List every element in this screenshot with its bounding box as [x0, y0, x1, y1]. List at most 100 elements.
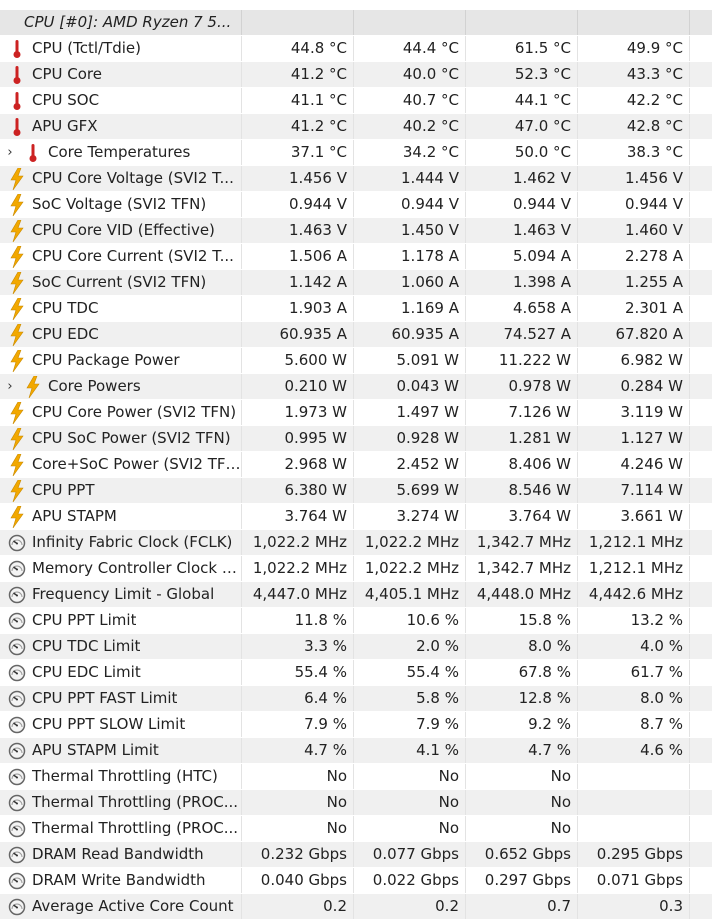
- sensor-value: 0.944 V: [354, 192, 466, 217]
- sensor-value: 0.022 Gbps: [354, 868, 466, 893]
- sensor-name: APU STAPM: [32, 507, 117, 525]
- sensor-name: CPU PPT FAST Limit: [32, 689, 178, 707]
- lightning-bolt-icon: [8, 245, 26, 268]
- table-row[interactable]: CPU Core Voltage (SVI2 T... 1.456 V 1.444 …: [0, 166, 712, 192]
- table-row[interactable]: CPU EDC Limit 55.4 % 55.4 % 67.8 % 61.7 %: [0, 660, 712, 686]
- sensor-value: 1.127 W: [578, 426, 690, 451]
- table-row[interactable]: SoC Voltage (SVI2 TFN) 0.944 V 0.944 V 0.94…: [0, 192, 712, 218]
- lightning-bolt-icon: [8, 323, 26, 346]
- table-row[interactable]: CPU TDC 1.903 A 1.169 A 4.658 A 2.301 A: [0, 296, 712, 322]
- table-row[interactable]: CPU SOC 41.1 °C 40.7 °C 44.1 °C 42.2 °C: [0, 88, 712, 114]
- lightning-bolt-icon: [8, 427, 26, 450]
- sensor-value: 4.1 %: [354, 738, 466, 763]
- table-row[interactable]: Thermal Throttling (HTC) No No No: [0, 764, 712, 790]
- sensor-name: Thermal Throttling (PROC...: [32, 793, 239, 811]
- sensor-value: No: [242, 764, 354, 789]
- table-row[interactable]: Thermal Throttling (PROC... No No No: [0, 816, 712, 842]
- table-row[interactable]: APU GFX 41.2 °C 40.2 °C 47.0 °C 42.8 °C: [0, 114, 712, 140]
- sensor-value: 1,022.2 MHz: [354, 556, 466, 581]
- sensor-name: SoC Current (SVI2 TFN): [32, 273, 207, 291]
- table-row[interactable]: CPU PPT SLOW Limit 7.9 % 7.9 % 9.2 % 8.7 %: [0, 712, 712, 738]
- sensor-value: 12.8 %: [466, 686, 578, 711]
- sensor-value: 1,022.2 MHz: [242, 556, 354, 581]
- sensor-value: 61.5 °C: [466, 36, 578, 61]
- group-header-cpu[interactable]: CPU [#0]: AMD Ryzen 7 5...: [0, 10, 712, 36]
- sensor-value: 50.0 °C: [466, 140, 578, 165]
- thermometer-icon: [8, 116, 26, 138]
- sensor-value: 1.169 A: [354, 296, 466, 321]
- table-row[interactable]: Infinity Fabric Clock (FCLK) 1,022.2 MHz 1…: [0, 530, 712, 556]
- table-row[interactable]: Frequency Limit - Global 4,447.0 MHz 4,405…: [0, 582, 712, 608]
- table-row[interactable]: DRAM Write Bandwidth 0.040 Gbps 0.022 Gbps…: [0, 868, 712, 894]
- expand-chevron-icon[interactable]: ›: [7, 379, 13, 394]
- sensor-name: CPU TDC: [32, 299, 99, 317]
- sensor-name: Infinity Fabric Clock (FCLK): [32, 533, 233, 551]
- table-row[interactable]: CPU PPT FAST Limit 6.4 % 5.8 % 12.8 % 8.0 %: [0, 686, 712, 712]
- table-row[interactable]: CPU Core VID (Effective) 1.463 V 1.450 V 1.…: [0, 218, 712, 244]
- table-row[interactable]: Memory Controller Clock (... 1,022.2 MHz 1…: [0, 556, 712, 582]
- sensor-name: Core Temperatures: [48, 143, 191, 161]
- sensor-value: 0.2: [242, 894, 354, 919]
- sensor-value: 4.658 A: [466, 296, 578, 321]
- sensor-value: 0.3: [578, 894, 690, 919]
- sensor-name: CPU EDC Limit: [32, 663, 141, 681]
- sensor-value: 3.274 W: [354, 504, 466, 529]
- sensor-label-cell: CPU PPT SLOW Limit: [0, 712, 242, 737]
- sensor-value: 1.460 V: [578, 218, 690, 243]
- sensor-label-cell: SoC Voltage (SVI2 TFN): [0, 192, 242, 217]
- sensor-value: 1.973 W: [242, 400, 354, 425]
- sensor-name: CPU TDC Limit: [32, 637, 141, 655]
- sensor-value: 0.077 Gbps: [354, 842, 466, 867]
- table-row[interactable]: CPU (Tctl/Tdie) 44.8 °C 44.4 °C 61.5 °C 49.9…: [0, 36, 712, 62]
- sensor-value: 8.546 W: [466, 478, 578, 503]
- sensor-value: 41.2 °C: [242, 62, 354, 87]
- sensor-value: 44.1 °C: [466, 88, 578, 113]
- sensor-value: 41.2 °C: [242, 114, 354, 139]
- table-row[interactable]: Average Active Core Count 0.2 0.2 0.7 0.3: [0, 894, 712, 920]
- table-row[interactable]: CPU SoC Power (SVI2 TFN) 0.995 W 0.928 W 1.…: [0, 426, 712, 452]
- sensor-value: 0.978 W: [466, 374, 578, 399]
- table-row[interactable]: CPU PPT 6.380 W 5.699 W 8.546 W 7.114 W: [0, 478, 712, 504]
- sensor-value: 13.2 %: [578, 608, 690, 633]
- table-row[interactable]: CPU TDC Limit 3.3 % 2.0 % 8.0 % 4.0 %: [0, 634, 712, 660]
- sensor-value: 3.764 W: [466, 504, 578, 529]
- clock-gauge-icon: [8, 714, 26, 736]
- sensor-value: No: [466, 764, 578, 789]
- sensor-value: 1.142 A: [242, 270, 354, 295]
- sensor-value: 47.0 °C: [466, 114, 578, 139]
- sensor-value: 4,405.1 MHz: [354, 582, 466, 607]
- sensor-value: 4.7 %: [242, 738, 354, 763]
- sensor-value: No: [242, 816, 354, 841]
- clock-gauge-icon: [8, 792, 26, 814]
- sensor-value: 4,442.6 MHz: [578, 582, 690, 607]
- sensor-name: CPU SoC Power (SVI2 TFN): [32, 429, 231, 447]
- sensor-value: 5.600 W: [242, 348, 354, 373]
- sensor-value: 8.0 %: [578, 686, 690, 711]
- table-row[interactable]: APU STAPM Limit 4.7 % 4.1 % 4.7 % 4.6 %: [0, 738, 712, 764]
- sensor-name: Frequency Limit - Global: [32, 585, 215, 603]
- sensor-value: 4.7 %: [466, 738, 578, 763]
- sensor-label-cell: CPU Core VID (Effective): [0, 218, 242, 243]
- expand-chevron-icon[interactable]: ›: [7, 145, 13, 160]
- sensor-value: 2.0 %: [354, 634, 466, 659]
- table-row[interactable]: SoC Current (SVI2 TFN) 1.142 A 1.060 A 1.39…: [0, 270, 712, 296]
- sensor-value: 4.6 %: [578, 738, 690, 763]
- table-row[interactable]: CPU PPT Limit 11.8 % 10.6 % 15.8 % 13.2 %: [0, 608, 712, 634]
- table-row[interactable]: CPU Core Current (SVI2 T... 1.506 A 1.178 …: [0, 244, 712, 270]
- table-row[interactable]: › Core Powers 0.210 W 0.043 W 0.978 W 0.284 W: [0, 374, 712, 400]
- table-row[interactable]: CPU Core 41.2 °C 40.0 °C 52.3 °C 43.3 °C: [0, 62, 712, 88]
- sensor-value: 42.8 °C: [578, 114, 690, 139]
- sensor-name: Core+SoC Power (SVI2 TFN): [32, 455, 241, 473]
- table-row[interactable]: DRAM Read Bandwidth 0.232 Gbps 0.077 Gbps 0…: [0, 842, 712, 868]
- table-row[interactable]: CPU EDC 60.935 A 60.935 A 74.527 A 67.820 A: [0, 322, 712, 348]
- table-row[interactable]: › Core Temperatures 37.1 °C 34.2 °C 50.0 °C 3…: [0, 140, 712, 166]
- sensor-label-cell: CPU EDC: [0, 322, 242, 347]
- table-row[interactable]: APU STAPM 3.764 W 3.274 W 3.764 W 3.661 W: [0, 504, 712, 530]
- sensor-label-cell: CPU Core Voltage (SVI2 T...: [0, 166, 242, 191]
- sensor-name: DRAM Read Bandwidth: [32, 845, 204, 863]
- sensor-value: 34.2 °C: [354, 140, 466, 165]
- table-row[interactable]: Thermal Throttling (PROC... No No No: [0, 790, 712, 816]
